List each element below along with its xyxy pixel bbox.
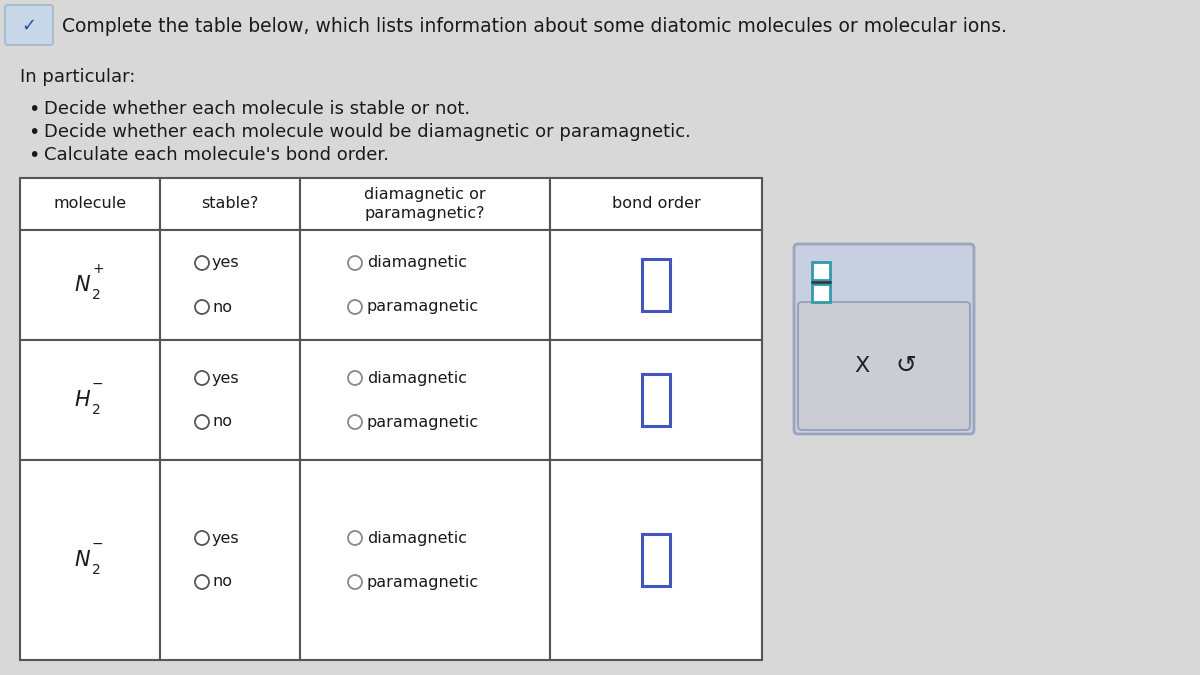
Text: yes: yes bbox=[212, 256, 240, 271]
Text: diamagnetic or
paramagnetic?: diamagnetic or paramagnetic? bbox=[364, 186, 486, 221]
FancyBboxPatch shape bbox=[812, 284, 830, 302]
FancyBboxPatch shape bbox=[300, 340, 550, 460]
Text: •: • bbox=[28, 100, 40, 119]
Text: ✓: ✓ bbox=[22, 17, 36, 35]
Text: yes: yes bbox=[212, 371, 240, 385]
Text: 2: 2 bbox=[92, 288, 101, 302]
Text: diamagnetic: diamagnetic bbox=[367, 531, 467, 545]
Text: stable?: stable? bbox=[202, 196, 259, 211]
FancyBboxPatch shape bbox=[812, 262, 830, 280]
Text: •: • bbox=[28, 146, 40, 165]
Text: −: − bbox=[92, 537, 103, 551]
Text: molecule: molecule bbox=[54, 196, 126, 211]
FancyBboxPatch shape bbox=[794, 244, 974, 434]
Text: Decide whether each molecule is stable or not.: Decide whether each molecule is stable o… bbox=[44, 100, 470, 118]
FancyBboxPatch shape bbox=[20, 460, 160, 660]
Text: paramagnetic: paramagnetic bbox=[367, 574, 479, 589]
Text: 2: 2 bbox=[92, 563, 101, 577]
Text: •: • bbox=[28, 123, 40, 142]
Circle shape bbox=[194, 575, 209, 589]
FancyBboxPatch shape bbox=[300, 460, 550, 660]
FancyBboxPatch shape bbox=[20, 340, 160, 460]
Text: paramagnetic: paramagnetic bbox=[367, 414, 479, 429]
FancyBboxPatch shape bbox=[20, 230, 160, 340]
FancyBboxPatch shape bbox=[300, 178, 550, 230]
FancyBboxPatch shape bbox=[550, 178, 762, 230]
Text: N: N bbox=[74, 550, 90, 570]
FancyBboxPatch shape bbox=[642, 259, 670, 311]
Text: paramagnetic: paramagnetic bbox=[367, 300, 479, 315]
Circle shape bbox=[348, 256, 362, 270]
FancyBboxPatch shape bbox=[550, 230, 762, 340]
Circle shape bbox=[194, 415, 209, 429]
FancyBboxPatch shape bbox=[798, 302, 970, 430]
Circle shape bbox=[194, 256, 209, 270]
Text: N: N bbox=[74, 275, 90, 295]
Text: diamagnetic: diamagnetic bbox=[367, 371, 467, 385]
Text: 2: 2 bbox=[92, 403, 101, 417]
Circle shape bbox=[348, 531, 362, 545]
FancyBboxPatch shape bbox=[20, 178, 160, 230]
Text: no: no bbox=[212, 574, 232, 589]
Text: X: X bbox=[854, 356, 870, 376]
Circle shape bbox=[348, 415, 362, 429]
Text: −: − bbox=[92, 377, 103, 391]
Circle shape bbox=[348, 371, 362, 385]
Text: +: + bbox=[92, 262, 103, 276]
FancyBboxPatch shape bbox=[160, 230, 300, 340]
Circle shape bbox=[194, 300, 209, 314]
Text: diamagnetic: diamagnetic bbox=[367, 256, 467, 271]
Text: Decide whether each molecule would be diamagnetic or paramagnetic.: Decide whether each molecule would be di… bbox=[44, 123, 691, 141]
FancyBboxPatch shape bbox=[550, 460, 762, 660]
FancyBboxPatch shape bbox=[300, 230, 550, 340]
Text: In particular:: In particular: bbox=[20, 68, 136, 86]
Circle shape bbox=[348, 300, 362, 314]
Text: bond order: bond order bbox=[612, 196, 701, 211]
FancyBboxPatch shape bbox=[160, 460, 300, 660]
Circle shape bbox=[348, 575, 362, 589]
Text: Complete the table below, which lists information about some diatomic molecules : Complete the table below, which lists in… bbox=[62, 18, 1007, 36]
Text: H: H bbox=[74, 390, 90, 410]
FancyBboxPatch shape bbox=[550, 340, 762, 460]
FancyBboxPatch shape bbox=[160, 178, 300, 230]
Text: yes: yes bbox=[212, 531, 240, 545]
FancyBboxPatch shape bbox=[642, 534, 670, 586]
Circle shape bbox=[194, 371, 209, 385]
Text: no: no bbox=[212, 414, 232, 429]
FancyBboxPatch shape bbox=[160, 340, 300, 460]
Circle shape bbox=[194, 531, 209, 545]
Text: no: no bbox=[212, 300, 232, 315]
FancyBboxPatch shape bbox=[5, 5, 53, 45]
FancyBboxPatch shape bbox=[642, 374, 670, 426]
Text: Calculate each molecule's bond order.: Calculate each molecule's bond order. bbox=[44, 146, 389, 164]
Text: ↺: ↺ bbox=[895, 354, 917, 378]
